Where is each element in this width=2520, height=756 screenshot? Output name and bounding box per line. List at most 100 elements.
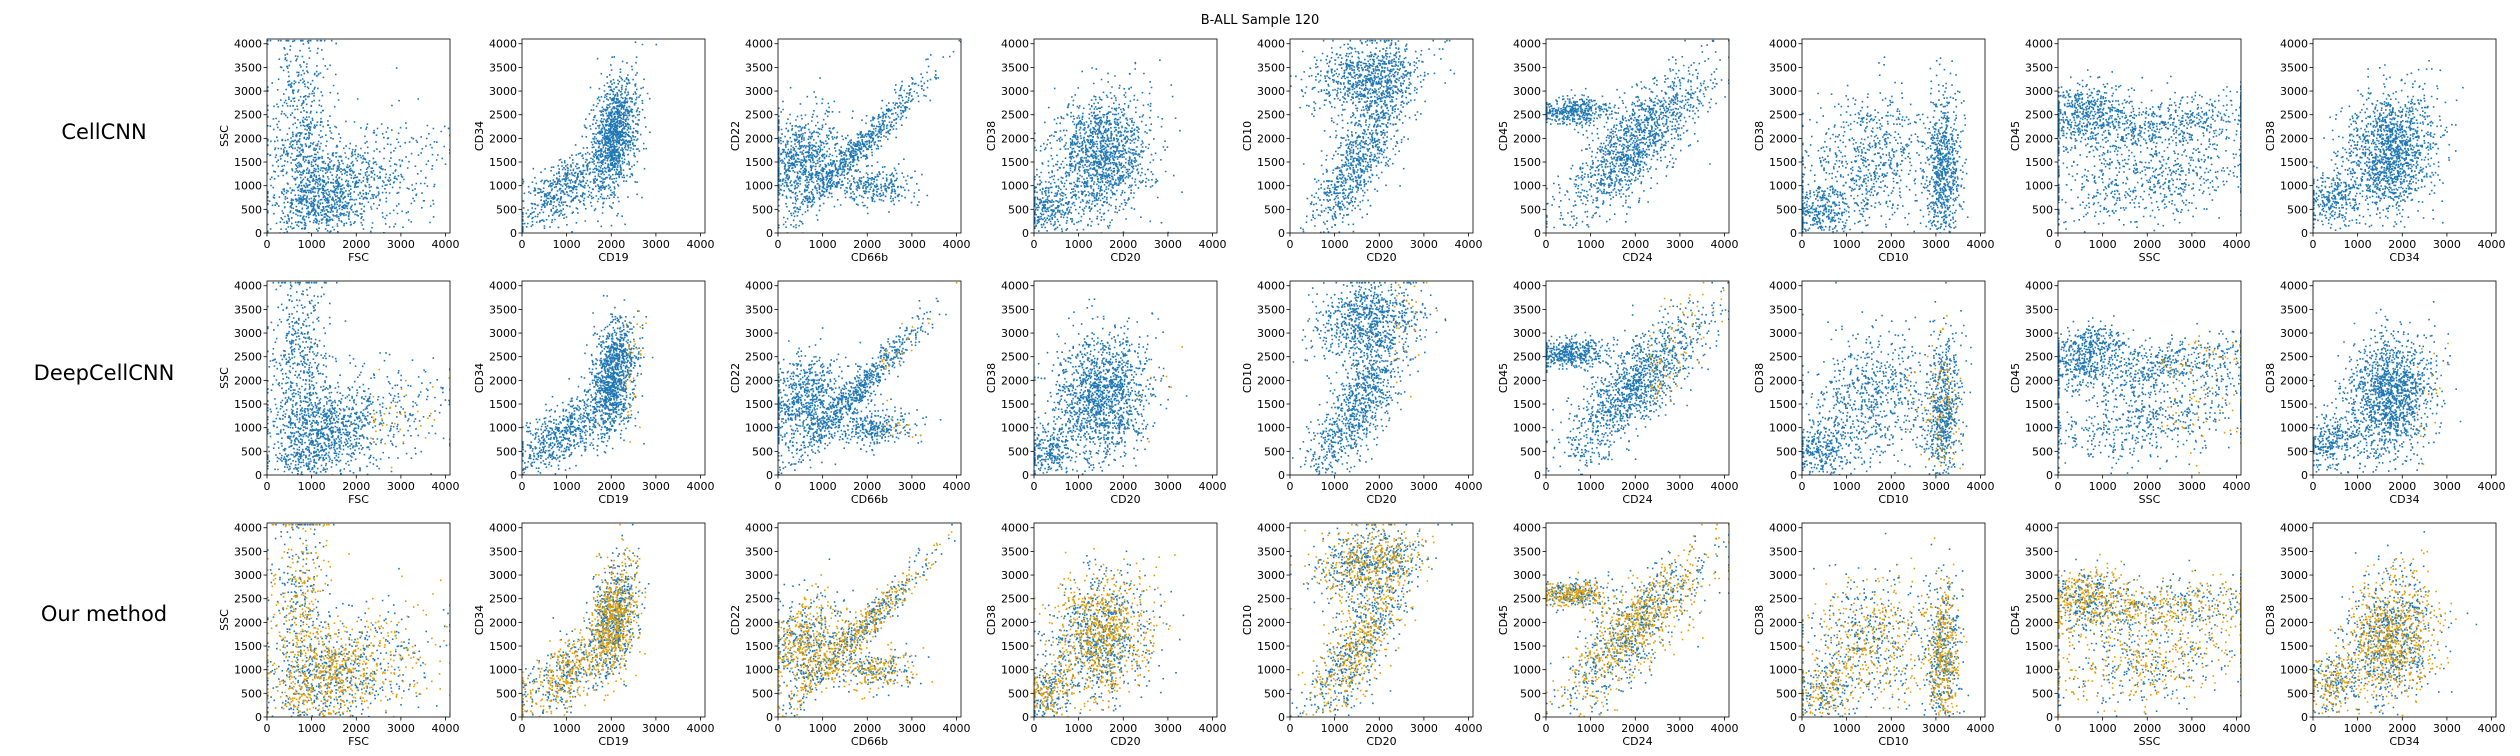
scatter-points-orange [1290, 523, 1435, 717]
y-tick-label: 0 [766, 711, 773, 724]
y-tick-label: 2000 [489, 374, 517, 387]
y-tick-label: 1500 [1769, 640, 1797, 653]
x-tick-label: 4000 [2223, 722, 2251, 735]
y-tick-label: 3500 [489, 303, 517, 316]
y-tick-label: 3000 [489, 85, 517, 98]
scatter-points-orange [624, 310, 647, 443]
x-tick-label: 2000 [1365, 722, 1393, 735]
x-tick-label: 0 [264, 238, 271, 251]
x-axis-label: CD20 [1366, 493, 1396, 506]
y-tick-label: 3500 [1769, 61, 1797, 74]
scatter-panel: 0 500 1000 1500 2000 2500 3000 3500 4000 0 1000 200… [1241, 280, 1483, 506]
point-cloud [267, 523, 450, 717]
scatter-panel: 0 500 1000 1500 2000 2500 3000 3500 4000 0 1000 200… [2009, 38, 2251, 264]
x-axis-label: CD24 [1622, 251, 1652, 264]
y-tick-label: 4000 [2280, 280, 2308, 293]
y-tick-label: 1500 [1769, 156, 1797, 169]
y-tick-label: 3000 [489, 569, 517, 582]
y-tick-label: 2000 [1513, 132, 1541, 145]
y-tick-label: 3000 [1769, 569, 1797, 582]
x-tick-label: 0 [2055, 722, 2062, 735]
y-tick-label: 2000 [2025, 616, 2053, 629]
y-tick-label: 3000 [1513, 327, 1541, 340]
y-tick-label: 1000 [234, 664, 262, 677]
y-tick-label: 3500 [2025, 303, 2053, 316]
y-tick-label: 1000 [2025, 422, 2053, 435]
y-tick-label: 3000 [2280, 569, 2308, 582]
y-tick-label: 3000 [745, 85, 773, 98]
y-tick-label: 0 [2046, 711, 2053, 724]
y-tick-label: 3500 [1769, 303, 1797, 316]
y-tick-label: 4000 [2025, 522, 2053, 535]
scatter-points-blue [1034, 298, 1188, 475]
y-tick-label: 2500 [2025, 109, 2053, 122]
x-tick-label: 1000 [2344, 722, 2372, 735]
x-tick-label: 3000 [1154, 238, 1182, 251]
y-tick-label: 2000 [489, 616, 517, 629]
x-tick-label: 2000 [853, 480, 881, 493]
y-tick-label: 3000 [1513, 85, 1541, 98]
scatter-points-orange [778, 531, 953, 717]
y-axis-label: CD10 [1241, 605, 1254, 635]
x-tick-label: 2000 [1365, 480, 1393, 493]
scatter-panel: 0 500 1000 1500 2000 2500 3000 3500 4000 0 1000 200… [473, 280, 715, 506]
y-tick-label: 2500 [1769, 593, 1797, 606]
x-tick-label: 0 [2310, 722, 2317, 735]
x-tick-label: 4000 [1967, 238, 1995, 251]
x-tick-label: 2000 [1621, 722, 1649, 735]
x-tick-label: 1000 [298, 238, 326, 251]
scatter-panel: 0 500 1000 1500 2000 2500 3000 3500 4000 0 1000 200… [2009, 522, 2251, 748]
y-tick-label: 500 [1264, 445, 1285, 458]
y-tick-label: 500 [1520, 445, 1541, 458]
x-axis-label: FSC [348, 251, 369, 264]
y-tick-label: 3500 [1513, 545, 1541, 558]
scatter-points-orange [1648, 281, 1725, 402]
scatter-points-orange [1802, 537, 1968, 717]
y-tick-label: 2000 [1257, 616, 1285, 629]
x-tick-label: 4000 [1711, 480, 1739, 493]
y-tick-label: 3000 [1769, 85, 1797, 98]
y-tick-label: 1500 [2280, 640, 2308, 653]
x-tick-label: 3000 [1666, 238, 1694, 251]
scatter-points-orange [1546, 523, 1729, 717]
axes-frame [1545, 522, 1730, 718]
x-tick-label: 3000 [1666, 480, 1694, 493]
y-tick-label: 500 [2287, 445, 2308, 458]
x-tick-label: 1000 [1833, 722, 1861, 735]
x-tick-label: 3000 [642, 480, 670, 493]
y-tick-label: 3000 [745, 569, 773, 582]
y-tick-label: 1500 [234, 640, 262, 653]
y-tick-label: 3000 [1257, 85, 1285, 98]
x-tick-label: 0 [264, 480, 271, 493]
x-tick-label: 0 [775, 238, 782, 251]
x-axis-label: CD19 [598, 251, 628, 264]
y-tick-label: 0 [1278, 469, 1285, 482]
y-tick-label: 1000 [1257, 180, 1285, 193]
y-tick-label: 1500 [489, 156, 517, 169]
y-tick-label: 3500 [2280, 303, 2308, 316]
scatter-panel: 0 500 1000 1500 2000 2500 3000 3500 4000 0 1000 200… [1753, 38, 1995, 264]
y-tick-label: 1000 [489, 180, 517, 193]
x-tick-label: 2000 [342, 480, 370, 493]
axes-frame [2312, 38, 2497, 234]
y-tick-label: 2000 [234, 132, 262, 145]
x-tick-label: 0 [1031, 722, 1038, 735]
y-tick-label: 1500 [1257, 640, 1285, 653]
x-tick-label: 4000 [2478, 722, 2506, 735]
y-tick-label: 500 [1264, 687, 1285, 700]
scatter-panel: 0 500 1000 1500 2000 2500 3000 3500 4000 0 1000 200… [2264, 38, 2506, 264]
y-tick-label: 2500 [745, 109, 773, 122]
point-cloud [1802, 281, 1973, 475]
scatter-panel: 0 500 1000 1500 2000 2500 3000 3500 4000 0 1000 200… [729, 522, 971, 748]
y-axis-label: CD45 [2009, 605, 2022, 635]
y-tick-label: 1500 [2025, 640, 2053, 653]
x-axis-label: CD20 [1366, 735, 1396, 748]
axes-frame [1801, 38, 1986, 234]
point-cloud [2313, 60, 2464, 233]
x-tick-label: 4000 [2478, 480, 2506, 493]
point-cloud [522, 294, 654, 475]
axes-frame [2057, 280, 2242, 476]
y-tick-label: 2500 [1769, 351, 1797, 364]
x-tick-label: 0 [519, 238, 526, 251]
x-tick-label: 2000 [2133, 480, 2161, 493]
